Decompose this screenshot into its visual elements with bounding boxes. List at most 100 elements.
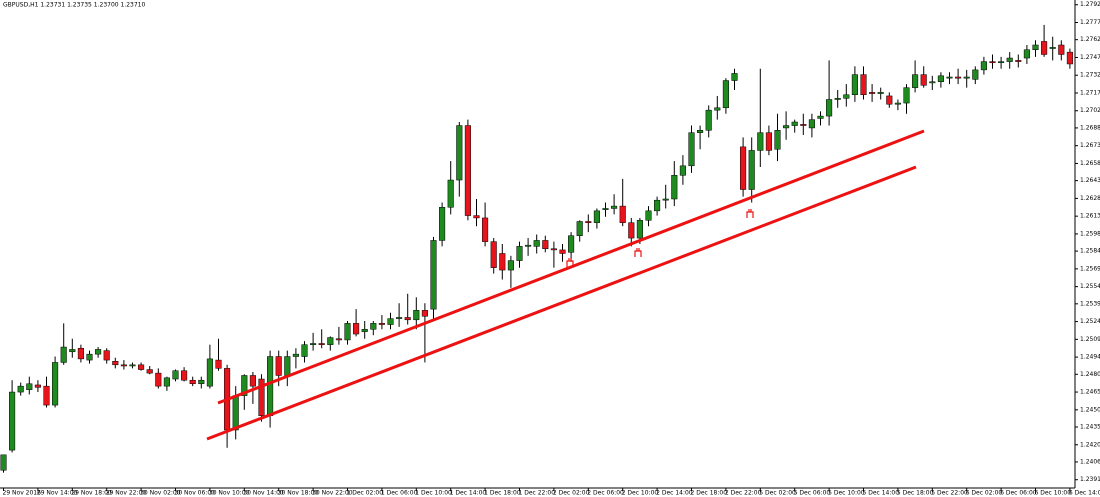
candle-body [473,215,480,219]
y-tick-label: 1.27625 [1080,36,1100,43]
signal-marker [566,258,574,267]
x-tick-label: 6 Dec 06:00 [1000,490,1037,497]
y-tick-label: 1.26135 [1080,213,1100,220]
candle-body [593,210,600,223]
y-tick-label: 1.27175 [1080,89,1100,96]
y-tick-label: 1.25095 [1080,336,1100,343]
candle-body [258,378,265,416]
candle-body [894,102,901,105]
x-tick-label: 5 Dec 02:00 [759,490,796,497]
candle-body [456,125,463,181]
y-tick-label: 1.26435 [1080,177,1100,184]
y-tick-label: 1.24205 [1080,441,1100,448]
candle-body [972,69,979,80]
candle-body [490,241,497,268]
candle-body [611,205,618,209]
candle-body [765,132,772,151]
candle-body [181,370,188,381]
candle-body [877,92,884,94]
x-tick-label: 30 Nov 02:00 [140,490,181,497]
candle-body [559,249,566,254]
candle-body [843,94,850,99]
candle-body [129,364,136,367]
x-tick-label: 30 Nov 18:00 [278,490,319,497]
y-tick-label: 1.25840 [1080,248,1100,255]
candle-body [671,175,678,200]
candle-body [869,92,876,94]
x-tick-label: 30 Nov 22:00 [312,490,353,497]
candle-body [387,318,394,325]
candle-body [361,329,368,332]
x-tick-label: 1 Dec 06:00 [381,490,418,497]
candle-body [1006,57,1013,62]
candle-body [344,323,351,341]
candle-body [662,198,669,201]
y-tick-label: 1.27025 [1080,107,1100,114]
candle-body [69,349,76,353]
x-tick-label: 29 Nov 22:00 [106,490,147,497]
x-tick-label: 2 Dec 22:00 [725,490,762,497]
candle-body [998,61,1005,64]
chart-title: GBPUSD,H1 1.23731 1.23735 1.23700 1.2371… [3,2,145,9]
y-tick-label: 1.27475 [1080,54,1100,61]
candle-body [826,99,833,117]
candle-body [60,346,67,363]
candle-body [310,343,317,345]
x-tick-label: 6 Dec 10:00 [1035,490,1072,497]
candle-body [232,395,239,431]
x-tick-label: 1 Dec 22:00 [519,490,556,497]
trend-line [217,129,925,405]
x-tick-label: 5 Dec 22:00 [931,490,968,497]
y-tick-label: 1.25985 [1080,230,1100,237]
candle-body [507,260,514,271]
candle-body [241,375,248,396]
x-tick-label: 29 Nov 18:00 [71,490,112,497]
y-tick-label: 1.27770 [1080,19,1100,26]
candle-body [989,61,996,64]
y-tick-label: 1.27920 [1080,1,1100,8]
y-tick-label: 1.24650 [1080,389,1100,396]
x-tick-label: 1 Dec 14:00 [450,490,487,497]
x-tick-label: 30 Nov 14:00 [243,490,284,497]
x-tick-label: 6 Dec 02:00 [966,490,1003,497]
x-tick-label: 5 Dec 18:00 [897,490,934,497]
candle-body [138,364,145,370]
candle-body [215,359,222,369]
x-tick-label: 1 Dec 02:00 [347,490,384,497]
candle-body [525,244,532,247]
candle-body [198,379,205,385]
candle-body [817,115,824,119]
candle-body [929,81,936,84]
x-tick-label: 2 Dec 02:00 [553,490,590,497]
candle-body [980,61,987,71]
candle-body [542,240,549,249]
candle-body [77,347,84,360]
x-tick-label: 30 Nov 06:00 [175,490,216,497]
candle-body [602,208,609,210]
x-tick-label: 2 Dec 10:00 [622,490,659,497]
candle-body [920,74,927,86]
candle-body [17,385,24,393]
candle-body [912,74,919,88]
candle-body [421,310,428,317]
candle-body [353,323,360,335]
y-tick-label: 1.24500 [1080,406,1100,413]
candle-body [679,165,686,176]
candle-body [292,353,299,357]
y-tick-label: 1.24355 [1080,424,1100,431]
y-tick-label: 1.26285 [1080,195,1100,202]
candle-body [705,109,712,131]
candle-body [783,125,790,129]
candle-body [447,179,454,208]
candle-body [636,220,643,239]
y-tick-label: 1.24060 [1080,458,1100,465]
candle-body [327,337,334,345]
x-tick-label: 5 Dec 10:00 [828,490,865,497]
candle-body [284,356,291,376]
candle-body [1066,51,1073,65]
candle-body [86,353,93,361]
candle-body [1049,47,1056,49]
candle-body [206,358,213,387]
candle-body [851,74,858,96]
